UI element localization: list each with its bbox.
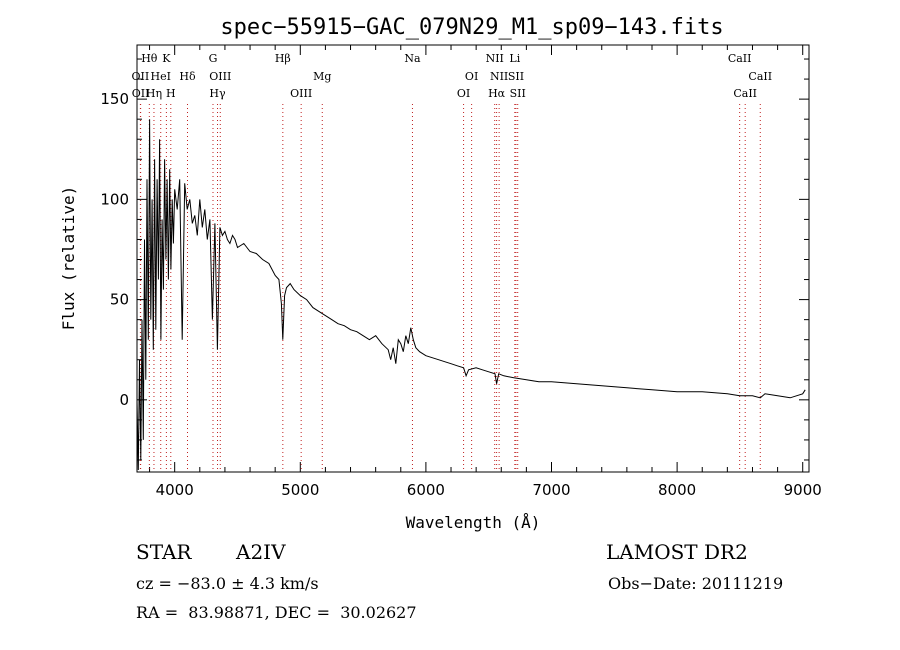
spectral-line-label: Hδ — [179, 70, 196, 83]
spectral-line-label: OI — [457, 87, 470, 100]
y-tick-label: 100 — [100, 190, 129, 208]
spectral-line-label: SII — [508, 70, 524, 83]
observation-date: Obs−Date: 20111219 — [608, 574, 784, 593]
spectral-line-label: H — [166, 87, 176, 100]
spectral-line-label: OII — [132, 70, 150, 83]
spectral-line-label: HeI — [151, 70, 171, 83]
chart-title: spec−55915−GAC_079N29_M1_sp09−143.fits — [220, 15, 723, 40]
spectrum-line — [136, 119, 806, 471]
spectral-line-label: NII — [486, 52, 504, 65]
spectral-line-label: K — [162, 52, 171, 65]
x-tick-label: 8000 — [658, 481, 696, 499]
spectral-line-label: Mg — [313, 70, 331, 83]
spectral-line-label: SII — [510, 87, 526, 100]
object-class: STAR — [136, 540, 192, 564]
x-tick-label: 5000 — [281, 481, 319, 499]
spectral-line-label: NII — [490, 70, 508, 83]
spectral-line-label: G — [209, 52, 218, 65]
spectral-line-label: OIII — [290, 87, 312, 100]
y-tick-label: 150 — [100, 90, 129, 108]
spectral-line-label: CaII — [748, 70, 772, 83]
spectral-line-label: OIII — [209, 70, 231, 83]
spectral-line-label: CaII — [733, 87, 757, 100]
x-tick-label: 4000 — [156, 481, 194, 499]
spectral-line-label: Hα — [488, 87, 506, 100]
x-axis-label: Wavelength (Å) — [406, 513, 541, 532]
spectral-line-label: Li — [509, 52, 520, 65]
redshift-velocity: cz = −83.0 ± 4.3 km/s — [136, 574, 319, 593]
spectral-line-label: Hθ — [141, 52, 158, 65]
x-tick-label: 9000 — [784, 481, 822, 499]
x-tick-label: 6000 — [407, 481, 445, 499]
spectral-line-label: Hη — [146, 87, 162, 100]
x-tick-label: 7000 — [532, 481, 570, 499]
y-axis-label: Flux (relative) — [59, 186, 78, 331]
survey-name: LAMOST DR2 — [606, 540, 748, 564]
spectral-line-label: OI — [465, 70, 478, 83]
spectral-line-label: OII — [132, 87, 150, 100]
y-tick-label: 0 — [119, 391, 129, 409]
spectral-line-label: CaII — [728, 52, 752, 65]
y-tick-label: 50 — [110, 291, 129, 309]
sky-coordinates: RA = 83.98871, DEC = 30.02627 — [136, 603, 417, 622]
spectral-line-label: Na — [404, 52, 421, 65]
spectral-line-label: Hγ — [209, 87, 226, 100]
plot-frame — [136, 44, 810, 473]
spectral-line-label: Hβ — [275, 52, 291, 65]
object-subclass: A2IV — [236, 540, 286, 564]
